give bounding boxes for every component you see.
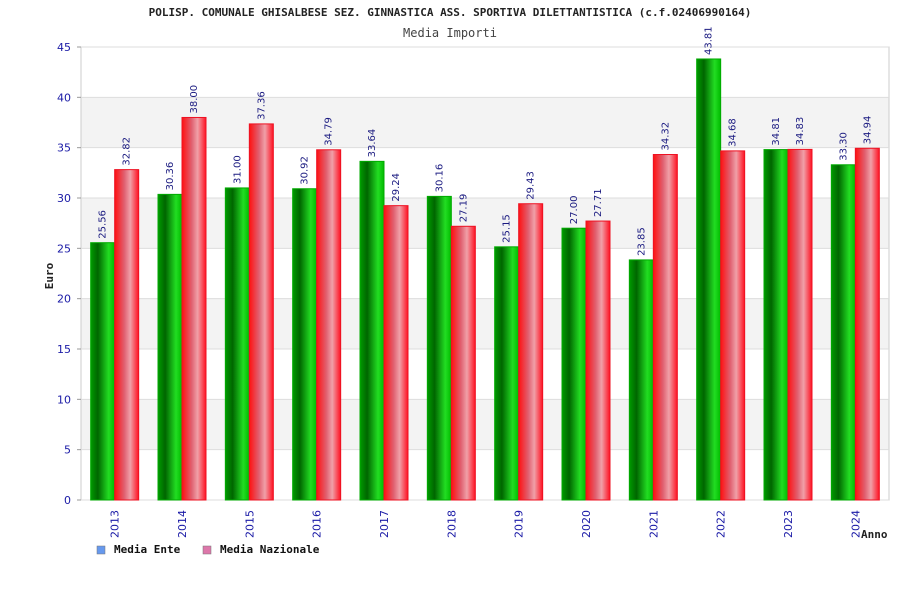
- bar: [292, 188, 318, 501]
- plot-band: [81, 47, 889, 98]
- y-tick-label: 25: [57, 242, 71, 255]
- bars: 25.56 32.82 30.36 38.00 31.00 37.36 30.92 34.79…: [90, 26, 880, 501]
- bar-value-label: 34.68: [728, 118, 739, 147]
- legend-label: Media Nazionale: [220, 543, 320, 556]
- bar: [830, 164, 856, 501]
- x-tick-label: 2023: [782, 510, 795, 538]
- x-tick-label: 2019: [513, 510, 526, 538]
- chart-subtitle: Media Importi: [403, 26, 497, 40]
- legend-swatch: [202, 545, 212, 555]
- bar-value-label: 32.82: [122, 137, 133, 166]
- bar-value-label: 23.85: [636, 227, 647, 256]
- chart-title: POLISP. COMUNALE GHISALBESE SEZ. GINNAST…: [149, 6, 752, 19]
- bar-value-label: 33.64: [367, 129, 378, 158]
- x-tick-label: 2020: [580, 510, 593, 538]
- plot-band: [81, 147, 889, 198]
- plot-band: [81, 248, 889, 299]
- x-tick-label: 2024: [849, 510, 862, 538]
- bar-value-label: 33.30: [838, 132, 849, 161]
- bar: [450, 225, 476, 501]
- x-axis-label: Anno: [861, 528, 888, 541]
- y-tick-label: 5: [64, 444, 71, 457]
- y-tick-label: 0: [64, 494, 71, 507]
- x-tick-label: 2013: [109, 510, 122, 538]
- bar: [426, 195, 452, 501]
- x-tick-label: 2022: [715, 510, 728, 538]
- plot-band: [81, 298, 889, 349]
- y-tick-label: 10: [57, 393, 71, 406]
- legend-swatch: [96, 545, 106, 555]
- y-tick-label: 20: [57, 293, 71, 306]
- bar-value-label: 34.83: [795, 117, 806, 146]
- bar-value-label: 34.94: [862, 116, 873, 145]
- x-tick-label: 2016: [311, 510, 324, 538]
- bar: [518, 203, 544, 501]
- bar: [359, 160, 385, 501]
- bar-value-label: 43.81: [704, 26, 715, 55]
- bar-value-label: 30.92: [300, 156, 311, 185]
- bar: [696, 58, 722, 501]
- bar-value-label: 34.79: [324, 117, 335, 146]
- y-axis-ticks: 0 5 10 15 20 25 30 35 40 45: [57, 41, 81, 507]
- x-tick-label: 2021: [647, 510, 660, 538]
- bar: [181, 116, 207, 501]
- bar-value-label: 27.71: [593, 188, 604, 217]
- y-tick-label: 15: [57, 343, 71, 356]
- bar-value-label: 31.00: [232, 155, 243, 184]
- bar: [720, 150, 746, 501]
- x-tick-label: 2018: [445, 510, 458, 538]
- bar-value-label: 27.00: [569, 196, 580, 225]
- x-tick-label: 2017: [378, 510, 391, 538]
- bar: [114, 169, 140, 501]
- bar-value-label: 37.36: [256, 91, 267, 120]
- plot-band: [81, 349, 889, 400]
- bar: [652, 154, 678, 501]
- grid-lines: [81, 46, 889, 501]
- bar: [494, 246, 520, 501]
- bar: [90, 242, 116, 501]
- bar: [628, 259, 654, 501]
- bar-value-label: 29.24: [391, 173, 402, 202]
- plot-band: [81, 449, 889, 500]
- y-tick-label: 40: [57, 91, 71, 104]
- bar: [585, 220, 611, 501]
- bar: [787, 148, 813, 501]
- plot-band: [81, 97, 889, 148]
- bar-value-label: 30.16: [434, 164, 445, 193]
- bar-value-label: 27.19: [458, 194, 469, 223]
- bar: [763, 149, 789, 501]
- bar: [316, 149, 342, 501]
- bar-value-label: 25.15: [502, 214, 513, 243]
- bar-value-label: 25.56: [98, 210, 109, 239]
- legend-label: Media Ente: [114, 543, 181, 556]
- y-tick-label: 30: [57, 192, 71, 205]
- bar-value-label: 38.00: [189, 85, 200, 114]
- y-tick-label: 35: [57, 142, 71, 155]
- legend: Media Ente Media Nazionale: [96, 543, 320, 556]
- bar-value-label: 30.36: [165, 162, 176, 191]
- bar: [248, 123, 274, 501]
- bar: [383, 205, 409, 501]
- x-tick-label: 2015: [243, 510, 256, 538]
- plot-area: [80, 46, 890, 501]
- y-axis-label: Euro: [43, 262, 56, 289]
- x-axis-ticks: 2013 2014 2015 2016 2017 2018 2019 2020 2021 2022…: [109, 510, 863, 538]
- bar: [561, 227, 587, 501]
- x-tick-label: 2014: [176, 510, 189, 538]
- bar-value-label: 34.81: [771, 117, 782, 146]
- bar: [224, 187, 250, 501]
- bar: [854, 147, 880, 501]
- plot-band: [81, 198, 889, 249]
- bar-value-label: 34.32: [660, 122, 671, 151]
- bar: [157, 193, 183, 501]
- bar-value-label: 29.43: [526, 171, 537, 200]
- plot-band: [81, 399, 889, 450]
- y-tick-label: 45: [57, 41, 71, 54]
